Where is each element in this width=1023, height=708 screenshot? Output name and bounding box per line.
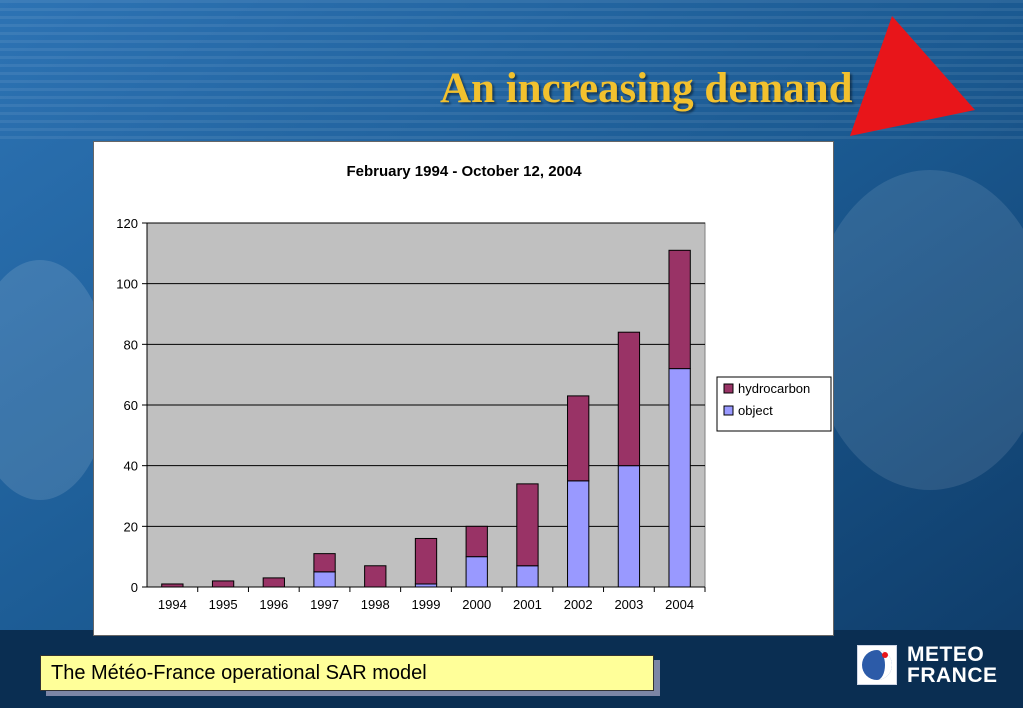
red-triangle-icon — [850, 16, 975, 136]
meteo-france-globe-icon — [857, 645, 897, 685]
bar-hydrocarbon-2000 — [465, 525, 488, 558]
x-tick-label: 2000 — [462, 597, 491, 612]
stacked-bar-chart: February 1994 - October 12, 2004 0 20 40 60… — [116, 163, 832, 612]
bar-object-2003 — [617, 465, 641, 588]
bar-object-2000 — [465, 556, 488, 588]
y-tick-label: 100 — [116, 277, 138, 292]
bar-hydrocarbon-2002 — [567, 395, 590, 482]
y-tick-label: 120 — [116, 216, 138, 231]
x-tick-label: 1998 — [361, 597, 390, 612]
legend-swatch-hydrocarbon — [723, 383, 734, 394]
legend-box — [716, 376, 832, 432]
x-tick-label: 1994 — [158, 597, 187, 612]
x-tick-label: 1996 — [259, 597, 288, 612]
x-tick-label: 2004 — [665, 597, 694, 612]
y-tick-label: 60 — [124, 398, 138, 413]
bar-hydrocarbon-1999 — [414, 537, 438, 585]
logo-text-line2: FRANCE — [907, 664, 998, 687]
x-tick-label: 2001 — [513, 597, 542, 612]
legend-label-hydrocarbon: hydrocarbon — [738, 381, 810, 396]
bar-object-2002 — [567, 480, 590, 588]
bar-hydrocarbon-1995 — [211, 580, 235, 588]
y-tick-label: 80 — [124, 337, 138, 352]
y-tick-label: 0 — [131, 580, 138, 595]
x-tick-label: 2002 — [564, 597, 593, 612]
bar-object-2001 — [516, 565, 539, 588]
slide-title: An increasing demand — [440, 65, 853, 112]
bar-hydrocarbon-1996 — [262, 577, 285, 588]
bar-hydrocarbon-1998 — [364, 565, 387, 588]
x-tick-label: 1997 — [310, 597, 339, 612]
bar-hydrocarbon-2003 — [617, 331, 641, 467]
chart-panel: February 1994 - October 12, 2004 0 20 40 60… — [93, 141, 834, 636]
bar-hydrocarbon-2001 — [516, 483, 539, 567]
chart-legend: hydrocarbon object — [716, 376, 832, 432]
meteo-france-logo: METEO FRANCE — [857, 644, 1002, 690]
caption-box: The Météo-France operational SAR model — [40, 655, 654, 691]
legend-label-object: object — [738, 403, 773, 418]
bar-object-1997 — [313, 571, 336, 588]
y-tick-label: 20 — [124, 519, 138, 534]
legend-swatch-object — [723, 405, 734, 416]
plot-area: 0 20 40 60 80 100 120 1994 1995 1996 1997 1998 1999 2… — [116, 216, 706, 612]
logo-text-line1: METEO — [907, 643, 985, 666]
bar-hydrocarbon-2004 — [668, 249, 691, 370]
x-tick-label: 2003 — [614, 597, 643, 612]
caption-text: The Météo-France operational SAR model — [51, 662, 427, 684]
bar-hydrocarbon-1997 — [313, 553, 336, 573]
y-tick-label: 40 — [124, 459, 138, 474]
chart-title: February 1994 - October 12, 2004 — [346, 163, 582, 180]
x-tick-label: 1999 — [412, 597, 441, 612]
bar-hydrocarbon-1994 — [161, 583, 184, 588]
bar-object-2004 — [668, 368, 691, 588]
x-tick-label: 1995 — [209, 597, 238, 612]
